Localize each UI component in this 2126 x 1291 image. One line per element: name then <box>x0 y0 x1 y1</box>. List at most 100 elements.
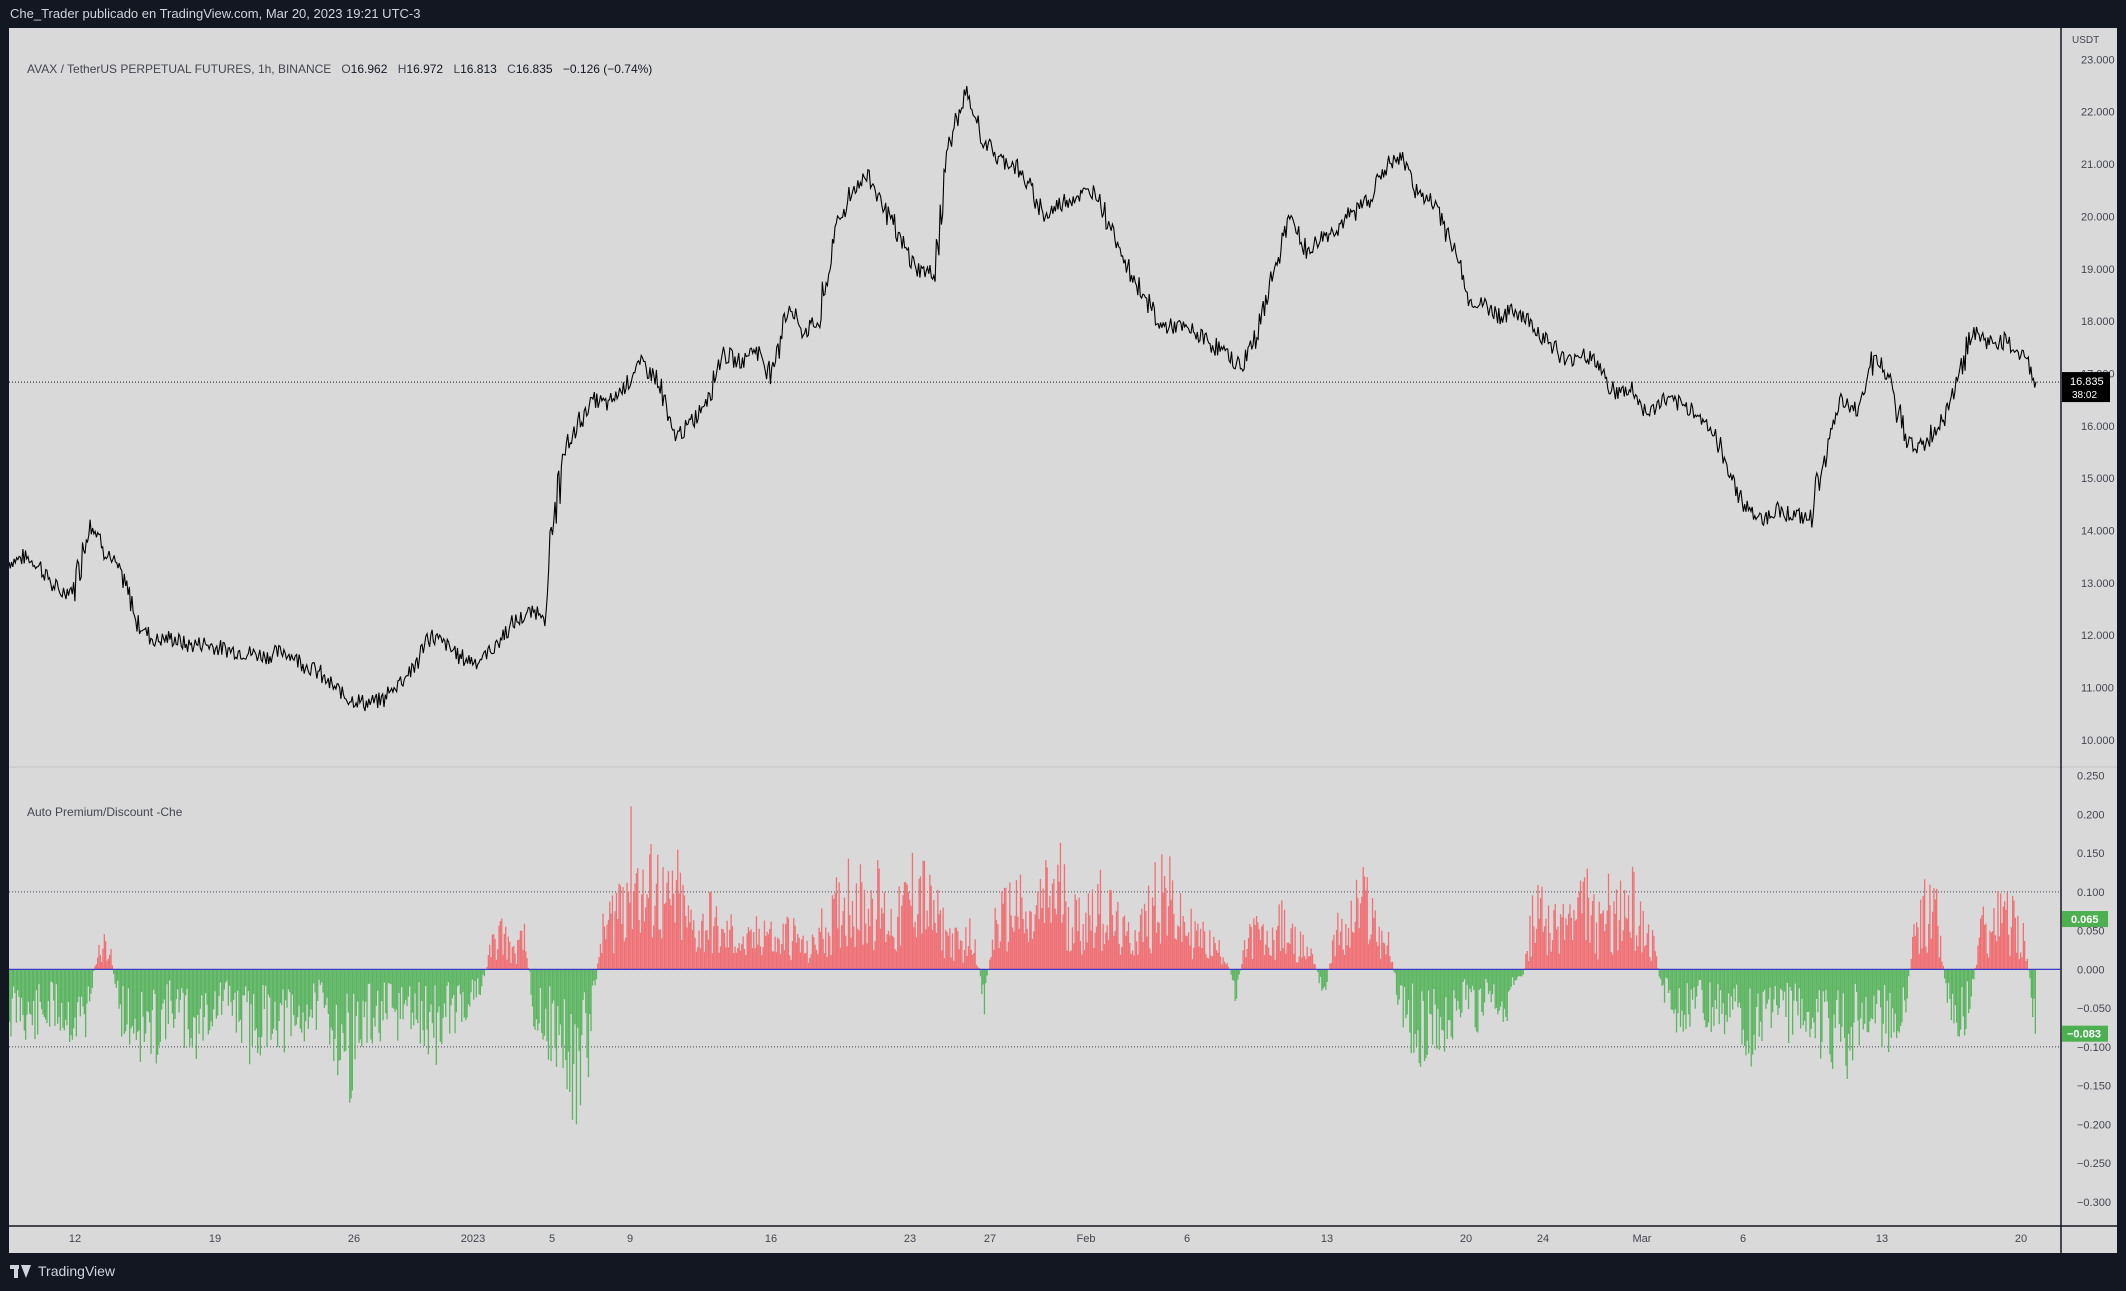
indicator-bar <box>27 969 29 1002</box>
indicator-bar <box>1602 910 1604 970</box>
indicator-bar <box>747 927 750 970</box>
indicator-bar <box>1235 969 1238 999</box>
indicator-bar <box>531 969 534 1007</box>
indicator-bar <box>709 892 711 970</box>
indicator-bar <box>475 969 477 998</box>
indicator-bar <box>78 969 80 997</box>
indicator-bar <box>1896 969 1898 1039</box>
indicator-bar <box>566 969 568 1090</box>
indicator-bar <box>435 969 437 1065</box>
indicator-bar <box>325 969 327 1006</box>
indicator-bar <box>1591 901 1594 970</box>
indicator-bar <box>593 969 595 981</box>
chart-area[interactable]: 10.000 11.000 12.000 13.000 14.000 15.000 16.0… <box>9 28 2117 1253</box>
indicator-bar <box>1824 969 1826 1002</box>
indicator-bar <box>1385 954 1387 970</box>
indicator-bar <box>1357 898 1359 970</box>
time-tick-label: Mar <box>1633 1233 1652 1245</box>
indicator-bar <box>726 920 728 970</box>
indicator-bar <box>910 906 912 970</box>
indicator-tick-label: 0.100 <box>2077 887 2105 899</box>
indicator-bar <box>1732 969 1734 1010</box>
indicator-bar <box>1641 952 1643 970</box>
indicator-bar <box>1455 969 1458 1011</box>
indicator-bar <box>787 918 790 970</box>
indicator-bar <box>1475 969 1478 1032</box>
indicator-bar <box>498 925 500 970</box>
indicator-bar <box>979 969 982 977</box>
indicator-bar <box>90 969 92 994</box>
indicator-bar <box>34 969 36 1040</box>
indicator-bar <box>234 969 236 993</box>
indicator-bar <box>561 969 563 1046</box>
indicator-bar <box>217 969 219 1016</box>
indicator-bar <box>795 942 798 970</box>
indicator-bar <box>1391 961 1394 970</box>
indicator-bar <box>1950 969 1952 1021</box>
indicator-bar <box>474 969 476 982</box>
indicator-bar <box>1190 908 1192 970</box>
chart-svg[interactable]: 10.00011.00012.00013.00014.00015.00016.0… <box>9 28 2117 1253</box>
indicator-tick-label: −0.300 <box>2077 1197 2111 1209</box>
time-tick-label: 2023 <box>461 1233 485 1245</box>
indicator-bar <box>9 969 11 1022</box>
indicator-bar <box>1485 969 1487 979</box>
indicator-bar <box>1865 969 1867 997</box>
indicator-bar <box>1535 928 1538 970</box>
indicator-bar <box>1234 969 1236 1001</box>
indicator-bar <box>830 954 832 970</box>
discount-badge <box>2062 1025 2108 1042</box>
indicator-bar <box>889 935 891 970</box>
indicator-bar <box>1798 969 1800 989</box>
indicator-bar <box>291 969 293 995</box>
indicator-bar <box>1842 969 1844 994</box>
indicator-bar <box>1663 969 1666 1003</box>
indicator-bar <box>1754 969 1756 1050</box>
indicator-bar <box>825 927 827 970</box>
indicator-bar <box>1945 969 1947 984</box>
indicator-bar <box>893 937 895 970</box>
indicator-bar <box>439 969 441 1042</box>
time-tick-label: 6 <box>1184 1233 1190 1245</box>
indicator-bar <box>1098 914 1100 970</box>
indicator-bar <box>941 950 943 970</box>
indicator-bar <box>363 969 365 1018</box>
indicator-bar <box>753 932 755 970</box>
indicator-bar <box>263 969 265 1009</box>
indicator-bar <box>1534 943 1536 970</box>
indicator-bar <box>1026 929 1028 970</box>
indicator-bar <box>97 957 99 970</box>
indicator-bar <box>710 891 712 970</box>
indicator-bar <box>2013 900 2015 970</box>
indicator-bar <box>198 969 200 1034</box>
indicator-bar <box>1603 931 1606 970</box>
indicator-bar <box>1968 969 1970 1014</box>
indicator-bar <box>1505 969 1507 1017</box>
indicator-bar <box>1426 969 1428 1055</box>
price-tick-label: 14.000 <box>2081 525 2115 537</box>
indicator-bar <box>298 969 300 1006</box>
indicator-bar <box>1354 921 1356 970</box>
indicator-bar <box>1139 914 1142 970</box>
indicator-bar <box>905 882 907 970</box>
indicator-bar <box>37 969 39 1035</box>
indicator-bar <box>1693 969 1695 988</box>
indicator-bar <box>686 927 688 970</box>
indicator-bar <box>1530 956 1532 970</box>
indicator-bar <box>1017 916 1019 970</box>
indicator-bar <box>906 884 908 970</box>
indicator-bar <box>1736 969 1738 985</box>
indicator-bar <box>785 923 787 970</box>
indicator-bar <box>689 922 691 970</box>
tradingview-logo[interactable]: TradingView <box>10 1263 115 1279</box>
indicator-bar <box>70 969 72 1036</box>
indicator-bar <box>947 935 950 970</box>
indicator-bar <box>985 969 987 984</box>
indicator-bar <box>1003 888 1006 970</box>
indicator-bar <box>1183 922 1186 970</box>
indicator-bar <box>1446 969 1448 1040</box>
indicator-bar <box>1673 969 1675 1014</box>
indicator-bar <box>779 954 782 970</box>
indicator-bar <box>402 969 404 1020</box>
indicator-bar <box>1566 925 1568 970</box>
